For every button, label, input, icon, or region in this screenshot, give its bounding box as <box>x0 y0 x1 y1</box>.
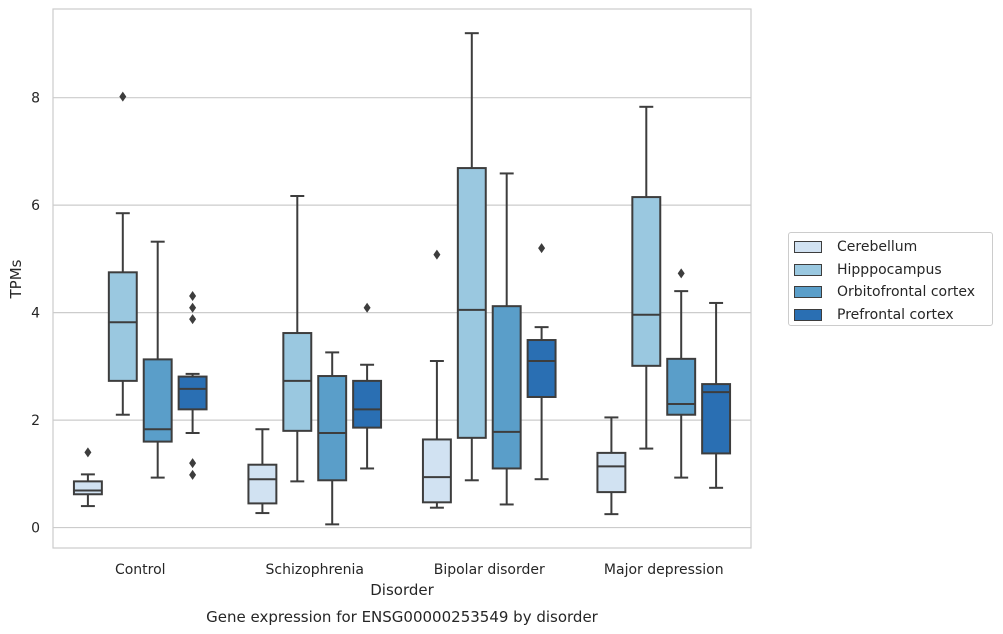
box <box>177 375 208 411</box>
legend: Cerebellum Hipppocampus Orbitofrontal cort… <box>788 232 993 326</box>
legend-swatch <box>794 241 822 254</box>
box <box>107 271 138 382</box>
legend-item: Prefrontal cortex <box>789 304 992 327</box>
box <box>666 357 697 416</box>
outlier-point <box>189 458 197 469</box>
outlier-point <box>538 243 546 254</box>
box-plot <box>456 32 487 482</box>
legend-label: Prefrontal cortex <box>837 306 954 323</box>
x-tick-label: Bipolar disorder <box>434 562 545 578</box>
x-tick-labels: Control Schizophrenia Bipolar disorder Majo… <box>115 562 724 578</box>
x-tick-label: Schizophrenia <box>266 562 364 578</box>
box <box>282 332 313 432</box>
box <box>491 305 522 470</box>
legend-item: Cerebellum <box>789 236 992 259</box>
box-plot <box>631 105 662 450</box>
legend-label: Orbitofrontal cortex <box>837 284 975 301</box>
legend-swatch <box>794 263 822 276</box>
x-axis-label: Disorder <box>370 581 434 599</box>
legend-label: Cerebellum <box>837 239 918 256</box>
box-plot <box>282 195 313 483</box>
box-plot <box>666 268 697 479</box>
box-plot <box>596 416 627 516</box>
box-plot <box>177 290 208 480</box>
box-plot <box>701 301 732 489</box>
y-axis-label: TPMs <box>7 259 25 299</box>
box <box>631 196 662 367</box>
box <box>142 358 173 443</box>
legend-label: Hipppocampus <box>837 261 942 278</box>
box-plot <box>526 243 557 481</box>
y-tick-label: 2 <box>31 413 40 429</box>
x-tick-label: Major depression <box>604 562 724 578</box>
box-plot <box>352 302 383 470</box>
legend-item: Orbitofrontal cortex <box>789 281 992 304</box>
box <box>72 480 103 496</box>
box <box>526 339 557 398</box>
outlier-point <box>363 302 371 313</box>
y-tick-label: 6 <box>31 198 40 214</box>
box-plot <box>142 240 173 479</box>
box <box>596 451 627 494</box>
box-plots <box>72 32 732 526</box>
y-tick-label: 4 <box>31 306 40 322</box>
box <box>317 375 348 482</box>
box-plot <box>491 172 522 506</box>
y-tick-labels: 0 2 4 6 8 <box>31 91 40 537</box>
box-plot <box>107 91 138 416</box>
box <box>701 383 732 455</box>
outlier-point <box>189 290 197 301</box>
outlier-point <box>189 469 197 480</box>
box-plot <box>317 351 348 526</box>
legend-swatch <box>794 286 822 299</box>
chart-caption: Gene expression for ENSG00000253549 by d… <box>206 608 599 626</box>
legend-item: Hipppocampus <box>789 259 992 282</box>
box <box>421 438 452 504</box>
outlier-point <box>189 302 197 313</box>
y-tick-label: 8 <box>31 91 40 107</box>
plot-frame <box>52 8 752 549</box>
x-tick-label: Control <box>115 562 166 578</box>
box <box>352 379 383 429</box>
outlier-point <box>433 249 441 260</box>
outlier-point <box>119 91 127 102</box>
outlier-point <box>189 314 197 325</box>
legend-swatch <box>794 308 822 321</box>
box-plot <box>421 249 452 509</box>
box-plot <box>72 447 103 508</box>
outlier-point <box>677 268 685 279</box>
y-tick-label: 0 <box>31 521 40 537</box>
box <box>456 167 487 439</box>
outlier-point <box>84 447 92 458</box>
box <box>247 463 278 505</box>
box-plot <box>247 428 278 515</box>
